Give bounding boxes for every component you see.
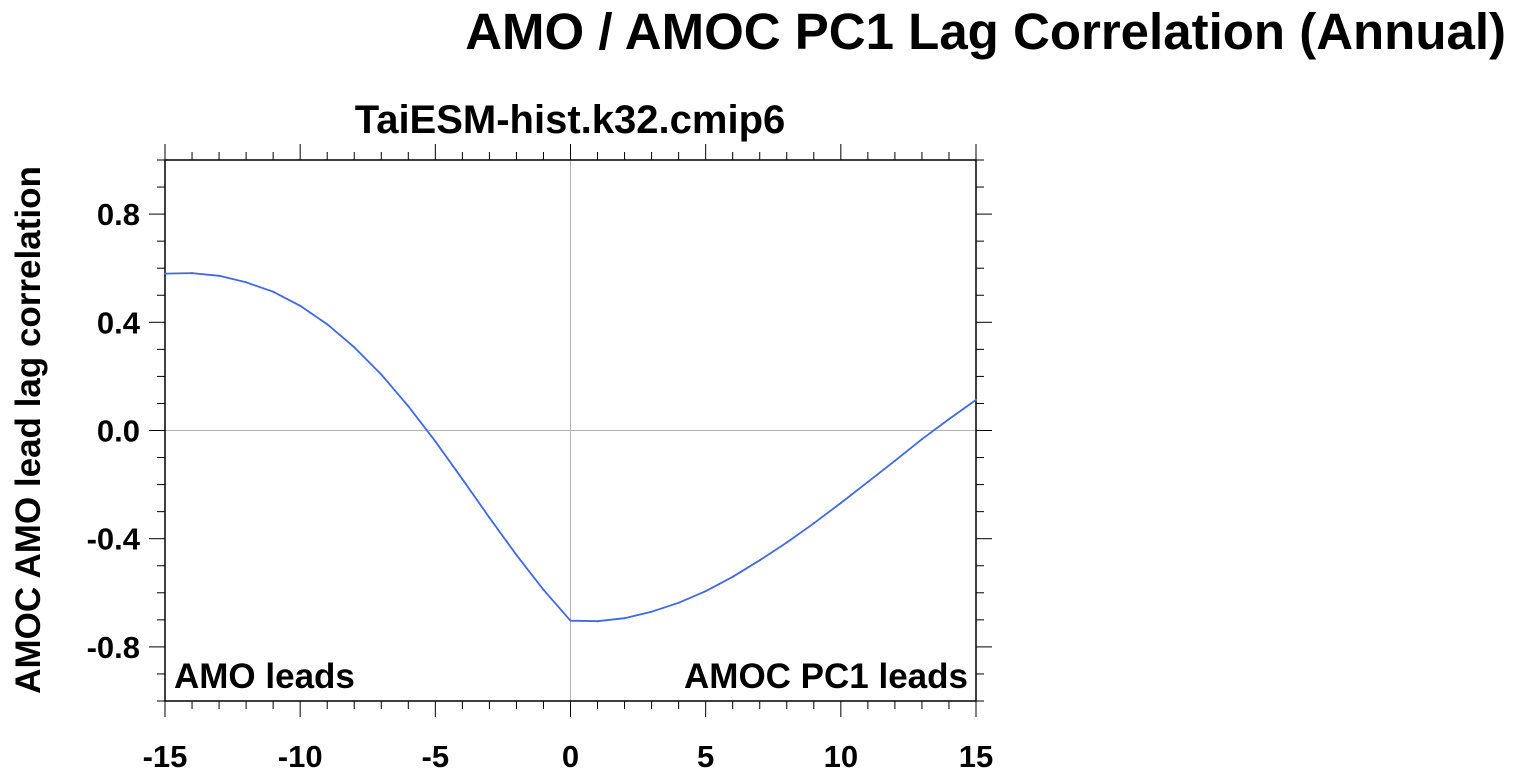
data-point <box>191 272 194 275</box>
data-point <box>164 272 166 275</box>
data-point <box>542 588 545 591</box>
data-point <box>488 516 491 519</box>
y-tick-label: -0.8 <box>87 630 140 665</box>
data-point <box>812 522 815 525</box>
data-point <box>623 617 626 620</box>
data-point <box>677 601 680 604</box>
data-point <box>515 553 518 556</box>
data-point <box>380 373 383 376</box>
data-point <box>353 346 356 349</box>
x-tick-label: 0 <box>562 739 579 774</box>
data-point <box>866 480 869 483</box>
data-point <box>461 478 464 481</box>
y-tick-label: -0.4 <box>87 522 141 557</box>
chart-title: TaiESM-hist.k32.cmip6 <box>355 98 786 142</box>
data-point <box>569 619 572 622</box>
y-axis-label: AMOC AMO lead lag correlation <box>9 166 48 694</box>
x-tick-label: 5 <box>697 739 714 774</box>
annotation-amoc-pc1-leads: AMOC PC1 leads <box>684 657 968 696</box>
data-point <box>299 304 302 307</box>
data-point <box>920 438 923 441</box>
x-tick-label: -10 <box>278 739 323 774</box>
y-tick-label: 0.4 <box>97 305 141 340</box>
data-point <box>731 575 734 578</box>
data-point <box>218 274 221 277</box>
data-point <box>758 559 761 562</box>
page-title: AMO / AMOC PC1 Lag Correlation (Annual) <box>465 3 1506 60</box>
y-tick-label: 0.0 <box>97 414 140 449</box>
data-point <box>326 323 329 326</box>
data-point <box>785 541 788 544</box>
data-point <box>434 440 437 443</box>
data-point <box>272 290 275 293</box>
x-tick-label: -15 <box>143 739 188 774</box>
data-point <box>245 281 248 284</box>
x-tick-label: 15 <box>959 739 993 774</box>
data-point <box>947 418 950 421</box>
data-point <box>407 405 410 408</box>
data-point <box>596 620 599 623</box>
data-point <box>893 459 896 462</box>
data-point <box>839 501 842 504</box>
x-tick-label: 10 <box>824 739 858 774</box>
x-tick-label: -5 <box>422 739 450 774</box>
data-point <box>650 610 653 613</box>
data-point <box>975 398 977 401</box>
annotation-amo-leads: AMO leads <box>174 657 355 696</box>
y-tick-label: 0.8 <box>97 197 140 232</box>
data-point <box>704 590 707 593</box>
